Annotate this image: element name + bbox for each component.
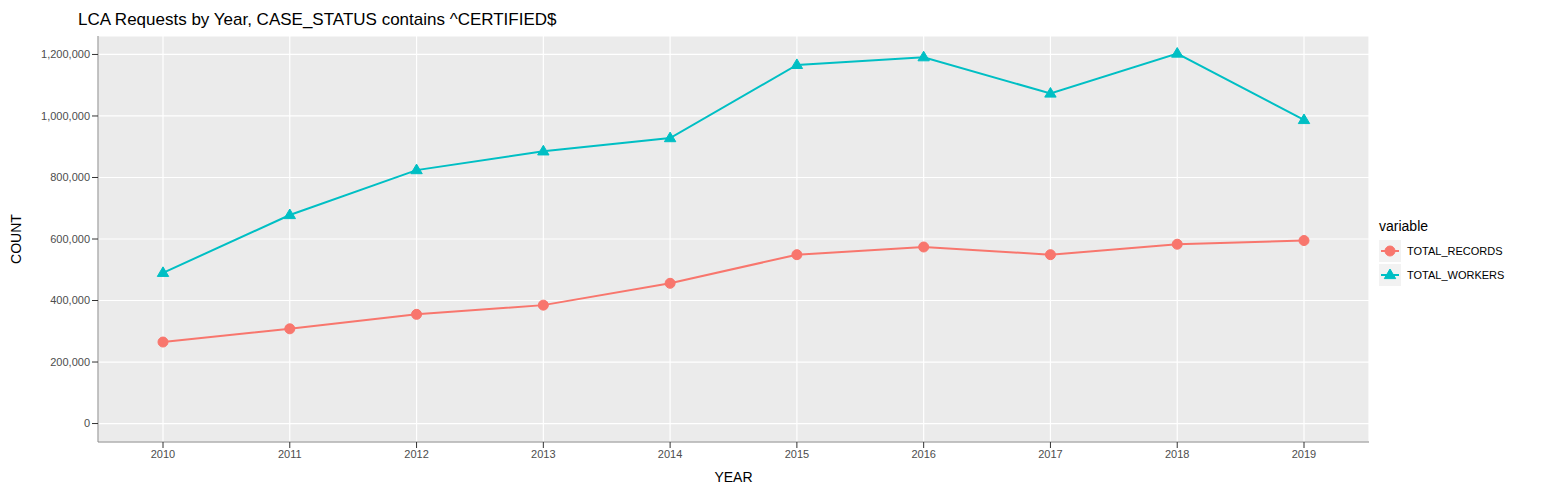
svg-text:600,000: 600,000 xyxy=(50,233,90,245)
svg-text:2012: 2012 xyxy=(404,448,428,460)
svg-text:400,000: 400,000 xyxy=(50,294,90,306)
svg-text:YEAR: YEAR xyxy=(714,469,752,485)
svg-text:2017: 2017 xyxy=(1038,448,1062,460)
svg-text:COUNT: COUNT xyxy=(8,214,24,264)
svg-text:2010: 2010 xyxy=(151,448,175,460)
svg-text:2011: 2011 xyxy=(278,448,302,460)
svg-text:2016: 2016 xyxy=(911,448,935,460)
svg-text:2019: 2019 xyxy=(1292,448,1316,460)
svg-text:1,200,000: 1,200,000 xyxy=(41,48,90,60)
svg-text:200,000: 200,000 xyxy=(50,356,90,368)
svg-text:0: 0 xyxy=(84,417,90,429)
html-text:TOTAL_WORKERS: TOTAL_WORKERS xyxy=(1407,269,1505,281)
svg-text:2018: 2018 xyxy=(1165,448,1189,460)
svg-text:2013: 2013 xyxy=(531,448,555,460)
svg-text:2014: 2014 xyxy=(658,448,682,460)
html-text:TOTAL_RECORDS: TOTAL_RECORDS xyxy=(1407,245,1503,257)
svg-text:1,000,000: 1,000,000 xyxy=(41,110,90,122)
html-text:variable: variable xyxy=(1379,218,1428,234)
svg-text:800,000: 800,000 xyxy=(50,171,90,183)
html-text:LCA Requests by Year, CASE_STA: LCA Requests by Year, CASE_STATUS contai… xyxy=(78,10,557,29)
svg-text:2015: 2015 xyxy=(785,448,809,460)
